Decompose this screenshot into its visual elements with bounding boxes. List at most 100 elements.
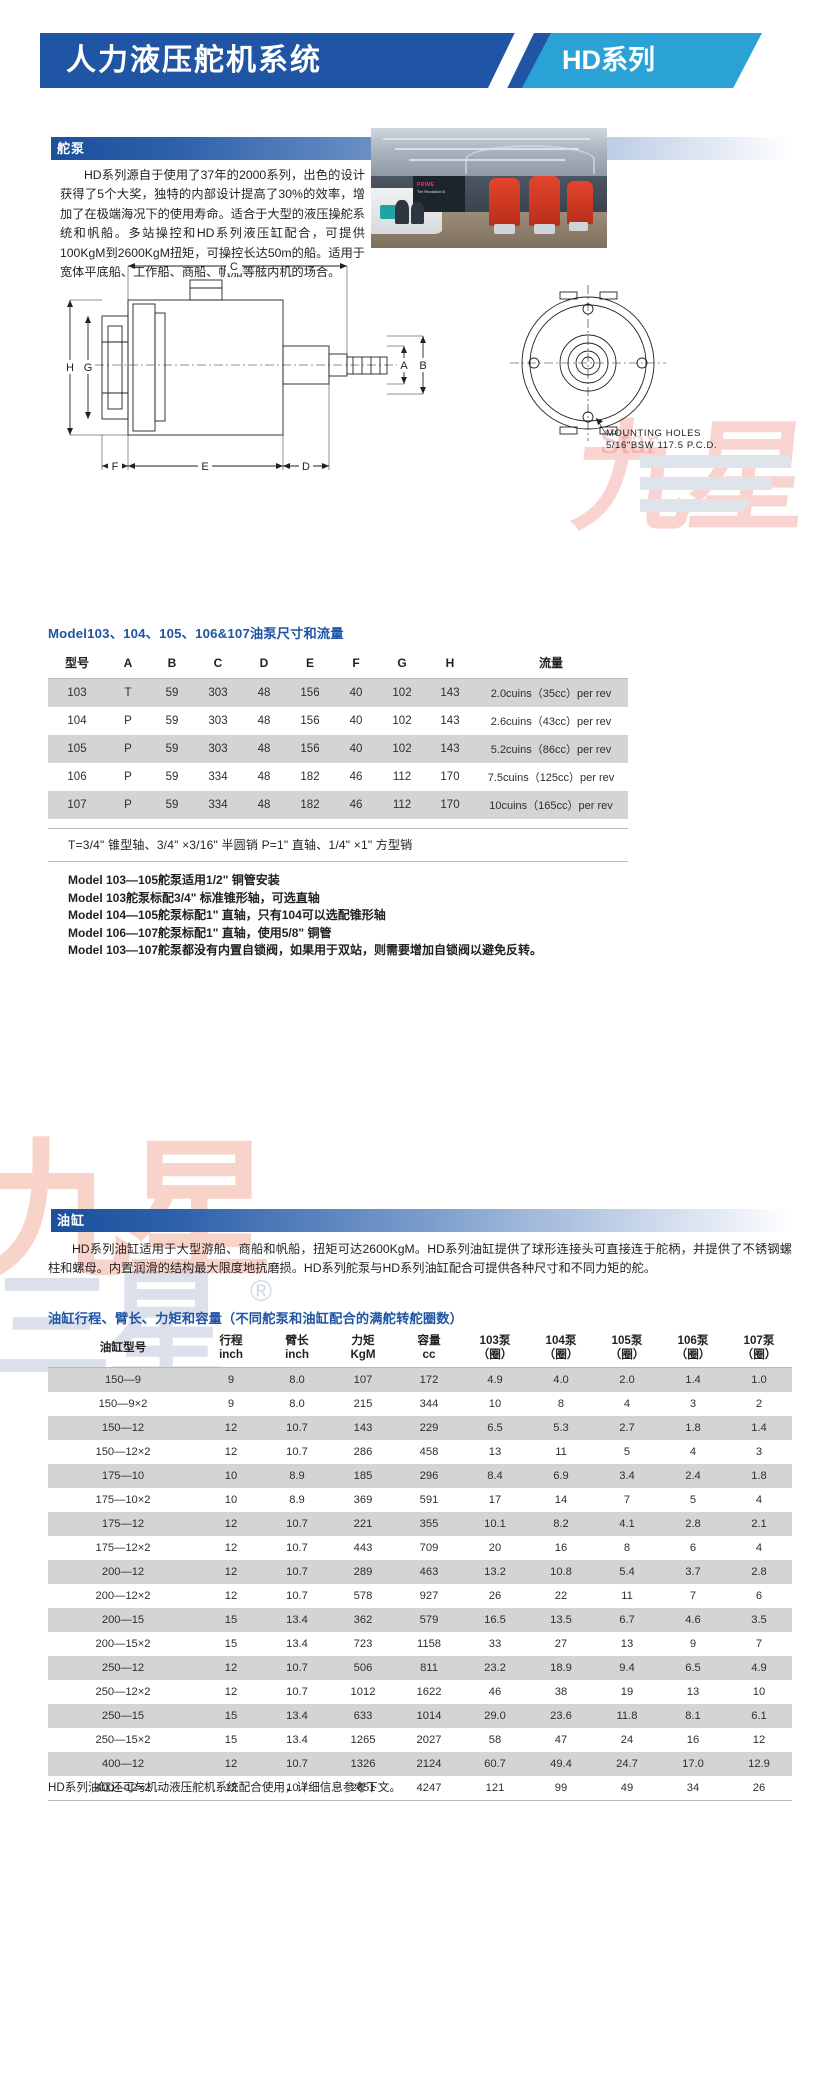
svg-text:F: F: [112, 461, 119, 473]
cell-stroke: 10: [198, 1464, 264, 1488]
cell-pump-103: 23.2: [462, 1656, 528, 1680]
cell-pump-105: 2.0: [594, 1367, 660, 1392]
table2-col-top: 103泵: [479, 1334, 511, 1347]
cell-capacity: 591: [396, 1488, 462, 1512]
cell-cylinder-model: 250—15×2: [48, 1728, 198, 1752]
table-row: 150—12×2 12 10.7 286 458 13 11 5 4 3: [48, 1440, 792, 1464]
cell-arm-length: 10.7: [264, 1752, 330, 1776]
cell-cylinder-model: 250—15: [48, 1704, 198, 1728]
list-item: Model 104—105舵泵标配1" 直轴，只有104可以选配锥形轴: [68, 908, 386, 922]
table2-col-stroke: 行程 inch: [198, 1331, 264, 1368]
cell-h: 170: [426, 791, 474, 819]
cell-torque: 362: [330, 1608, 396, 1632]
cell-torque: 506: [330, 1656, 396, 1680]
table2-col-torque: 力矩 KgM: [330, 1331, 396, 1368]
cell-pump-106: 4: [660, 1440, 726, 1464]
cell-pump-107: 26: [726, 1776, 792, 1801]
svg-text:5/16"BSW 117.5 P.C.D.: 5/16"BSW 117.5 P.C.D.: [606, 440, 717, 451]
cell-torque: 1012: [330, 1680, 396, 1704]
cell-arm-length: 10.7: [264, 1776, 330, 1801]
cell-d: 48: [242, 707, 286, 735]
table2-col-top: 臂长: [285, 1334, 309, 1347]
cell-capacity: 296: [396, 1464, 462, 1488]
table2-col-pump-106: 106泵 （圈）: [660, 1331, 726, 1368]
table2-col-bottom: inch: [219, 1347, 243, 1361]
cell-pump-107: 12: [726, 1728, 792, 1752]
section-bar-cylinder: 油缸: [48, 1209, 792, 1232]
cell-arm-length: 10.7: [264, 1536, 330, 1560]
table-row: 150—9×2 9 8.0 215 344 10 8 4 3 2: [48, 1392, 792, 1416]
technical-drawing-pump: C H G A B F E D: [40, 258, 790, 486]
svg-text:D: D: [302, 461, 310, 473]
table2-col-bottom: inch: [285, 1347, 309, 1361]
cell-cylinder-model: 175—10: [48, 1464, 198, 1488]
cell-pump-104: 4.0: [528, 1367, 594, 1392]
cell-stroke: 15: [198, 1632, 264, 1656]
cell-pump-107: 4: [726, 1488, 792, 1512]
table2-col-pump-107: 107泵 （圈）: [726, 1331, 792, 1368]
section-bar-tick: [48, 1209, 51, 1232]
cell-d: 48: [242, 678, 286, 707]
cell-a: T: [106, 678, 150, 707]
cell-capacity: 344: [396, 1392, 462, 1416]
cell-pump-107: 7: [726, 1632, 792, 1656]
table2-col-top: 油缸型号: [99, 1340, 147, 1354]
svg-text:C: C: [230, 261, 238, 273]
cell-c: 334: [194, 763, 242, 791]
cell-e: 182: [286, 791, 334, 819]
table1-col-e: E: [286, 648, 334, 679]
table2-col-top: 容量: [417, 1334, 441, 1347]
photo-red-helm-seat: [529, 176, 560, 227]
cell-f: 40: [334, 735, 378, 763]
cell-cylinder-model: 250—12×2: [48, 1680, 198, 1704]
cell-capacity: 709: [396, 1536, 462, 1560]
cell-stroke: 9: [198, 1367, 264, 1392]
cell-flow: 7.5cuins（125cc）per rev: [474, 763, 628, 791]
cell-flow: 10cuins（165cc）per rev: [474, 791, 628, 819]
cell-f: 40: [334, 707, 378, 735]
cell-torque: 2651: [330, 1776, 396, 1801]
pump-dimensions-table: 型号 A B C D E F G H 流量 103 T 59 303 48 15…: [48, 648, 628, 819]
cell-pump-105: 24.7: [594, 1752, 660, 1776]
cell-a: P: [106, 763, 150, 791]
table1-footnote: T=3/4" 锥型轴、3/4" ×3/16" 半圆销 P=1" 直轴、1/4" …: [48, 828, 628, 862]
table2-col-pump-104: 104泵 （圈）: [528, 1331, 594, 1368]
cell-pump-103: 60.7: [462, 1752, 528, 1776]
table1-title: Model103、104、105、106&107油泵尺寸和流量: [48, 626, 344, 641]
cell-pump-107: 2: [726, 1392, 792, 1416]
section-bar-tick: [48, 137, 51, 160]
cell-flow: 5.2cuins（86cc）per rev: [474, 735, 628, 763]
cell-h: 143: [426, 735, 474, 763]
cell-pump-107: 3: [726, 1440, 792, 1464]
cell-stroke: 15: [198, 1728, 264, 1752]
table2-col-pump-103: 103泵 （圈）: [462, 1331, 528, 1368]
cell-pump-104: 8.2: [528, 1512, 594, 1536]
cell-g: 102: [378, 678, 426, 707]
cell-model: 107: [48, 791, 106, 819]
table-row: 250—12 12 10.7 506 811 23.2 18.9 9.4 6.5 4.9: [48, 1656, 792, 1680]
cell-pump-106: 1.8: [660, 1416, 726, 1440]
cell-d: 48: [242, 791, 286, 819]
cell-pump-105: 5: [594, 1440, 660, 1464]
cell-d: 48: [242, 763, 286, 791]
photo-panel-subtext: The Revolution III: [417, 190, 446, 195]
list-item: Model 106—107舵泵标配1" 直轴，使用5/8" 铜管: [68, 925, 332, 940]
cell-torque: 633: [330, 1704, 396, 1728]
cell-h: 170: [426, 763, 474, 791]
cell-g: 112: [378, 791, 426, 819]
photo-seat-base: [533, 224, 556, 234]
cell-pump-103: 29.0: [462, 1704, 528, 1728]
pump-notes-list: Model 103—105舵泵适用1/2" 铜管安装 Model 103舵泵标配…: [68, 872, 542, 960]
list-item: Model 103舵泵标配3/4" 标准锥形轴，可选直轴: [68, 890, 320, 905]
table2-header-row: 油缸型号 行程 inch 臂长 inch 力矩 KgM 容量 cc 103泵 （…: [48, 1331, 792, 1368]
cell-pump-106: 6: [660, 1536, 726, 1560]
cell-flow: 2.6cuins（43cc）per rev: [474, 707, 628, 735]
cell-g: 112: [378, 763, 426, 791]
cell-pump-106: 7: [660, 1584, 726, 1608]
cell-pump-104: 13.5: [528, 1608, 594, 1632]
cell-model: 106: [48, 763, 106, 791]
cell-e: 156: [286, 678, 334, 707]
cell-b: 59: [150, 735, 194, 763]
cell-stroke: 15: [198, 1704, 264, 1728]
cell-torque: 443: [330, 1536, 396, 1560]
